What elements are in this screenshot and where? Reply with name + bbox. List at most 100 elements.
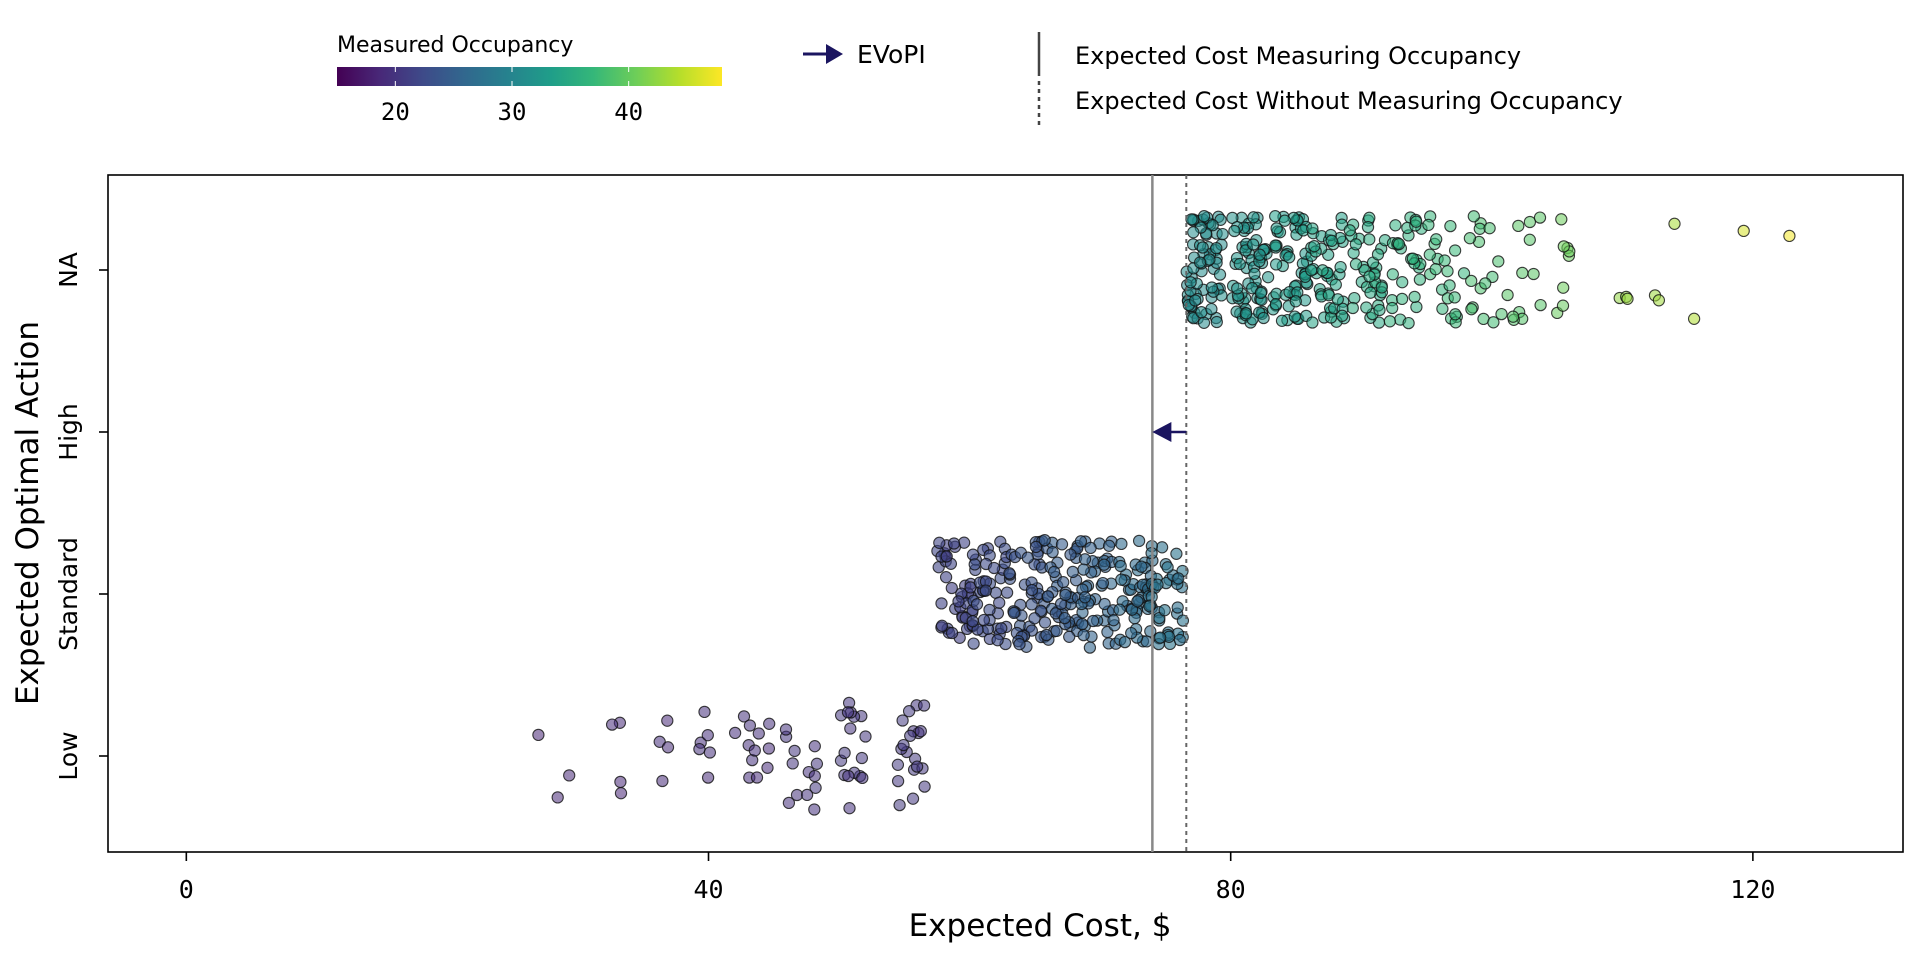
data-point [902, 705, 916, 718]
data-point [1465, 274, 1478, 288]
data-point [1013, 638, 1026, 651]
data-point [1438, 254, 1451, 267]
data-point [1534, 298, 1547, 312]
colorbar-tick-label: 40 [614, 98, 643, 126]
data-point [1086, 614, 1100, 628]
data-point [1248, 267, 1261, 280]
evopi-arrow [1152, 422, 1187, 442]
data-point [891, 774, 905, 788]
data-point [967, 637, 980, 650]
y-axis-ticks: Low Standard High NA [54, 252, 108, 781]
data-point [1523, 215, 1537, 229]
data-point [1170, 547, 1183, 560]
data-point [1115, 537, 1128, 551]
data-point [1501, 288, 1514, 302]
data-point [1098, 597, 1111, 611]
data-point [1058, 611, 1071, 625]
data-point [614, 775, 627, 789]
data-point [1197, 316, 1211, 329]
data-point [743, 719, 757, 732]
data-point [661, 714, 674, 727]
colorbar-gradient [337, 67, 722, 86]
data-point [1038, 534, 1051, 547]
data-point [1506, 310, 1520, 323]
data-point [800, 788, 814, 802]
data-point [1233, 257, 1246, 271]
data-point [1375, 281, 1388, 294]
data-point [1247, 211, 1260, 224]
data-point [656, 774, 669, 788]
data-point [1025, 583, 1039, 597]
data-point [917, 699, 931, 712]
data-point [786, 757, 799, 770]
data-point [1206, 219, 1219, 232]
points-layer [532, 210, 1796, 816]
data-point [1228, 224, 1241, 238]
data-point [1406, 252, 1420, 265]
data-point [750, 771, 764, 784]
data-point [763, 717, 776, 730]
data-point [838, 746, 851, 760]
data-point [945, 581, 958, 595]
data-point [896, 714, 909, 727]
data-point [1096, 576, 1110, 590]
evopi-legend: EVoPI [803, 40, 926, 69]
data-point [1074, 535, 1088, 548]
data-point [1114, 559, 1127, 573]
data-point [701, 729, 714, 742]
data-point [1213, 268, 1227, 281]
data-point [844, 722, 857, 735]
colorbar-tick-label: 20 [381, 98, 410, 126]
data-point [1025, 598, 1038, 611]
data-point [1343, 224, 1356, 237]
data-point [698, 705, 711, 719]
data-point [910, 760, 924, 773]
y-tick-label: NA [54, 252, 83, 288]
data-point [1371, 248, 1385, 261]
data-point [1283, 251, 1296, 264]
data-point [1269, 258, 1283, 271]
data-point [893, 798, 906, 812]
x-axis-label: Expected Cost, $ [909, 908, 1172, 944]
colorbar-legend: Measured Occupancy 20 30 40 [337, 33, 722, 126]
data-point [1118, 635, 1132, 649]
data-point [1495, 307, 1508, 321]
data-point [809, 781, 822, 794]
data-point [1158, 604, 1171, 617]
x-tick-label: 80 [1216, 875, 1246, 904]
data-point [1373, 303, 1386, 317]
data-point [737, 710, 751, 723]
data-point [1028, 612, 1041, 625]
data-point [1516, 266, 1529, 280]
data-point [1247, 238, 1260, 251]
data-point [1097, 558, 1111, 571]
data-point [1077, 563, 1090, 576]
data-point [782, 796, 796, 810]
data-point [1196, 241, 1209, 254]
x-tick-label: 120 [1730, 875, 1775, 904]
legend-without-label: Expected Cost Without Measuring Occupanc… [1075, 87, 1623, 115]
data-point [1386, 301, 1399, 315]
data-point [947, 537, 961, 550]
data-point [1555, 213, 1568, 226]
x-tick-label: 0 [179, 875, 194, 904]
data-point [1783, 229, 1796, 243]
data-point [993, 596, 1006, 609]
data-point [1171, 601, 1184, 614]
data-point [1275, 314, 1289, 327]
data-point [1216, 227, 1229, 241]
data-point [1334, 260, 1347, 274]
data-point [1007, 606, 1021, 620]
data-point [1463, 232, 1477, 245]
data-point [1261, 271, 1275, 284]
data-point [614, 787, 628, 800]
data-point [1383, 315, 1397, 328]
data-point [1210, 315, 1223, 329]
reference-legend: Expected Cost Measuring Occupancy Expect… [1037, 32, 1623, 125]
data-point [752, 727, 765, 740]
data-point [1057, 576, 1070, 589]
data-point [1003, 567, 1016, 580]
data-point [605, 718, 619, 731]
data-point [1348, 291, 1361, 305]
data-point [1413, 273, 1427, 286]
